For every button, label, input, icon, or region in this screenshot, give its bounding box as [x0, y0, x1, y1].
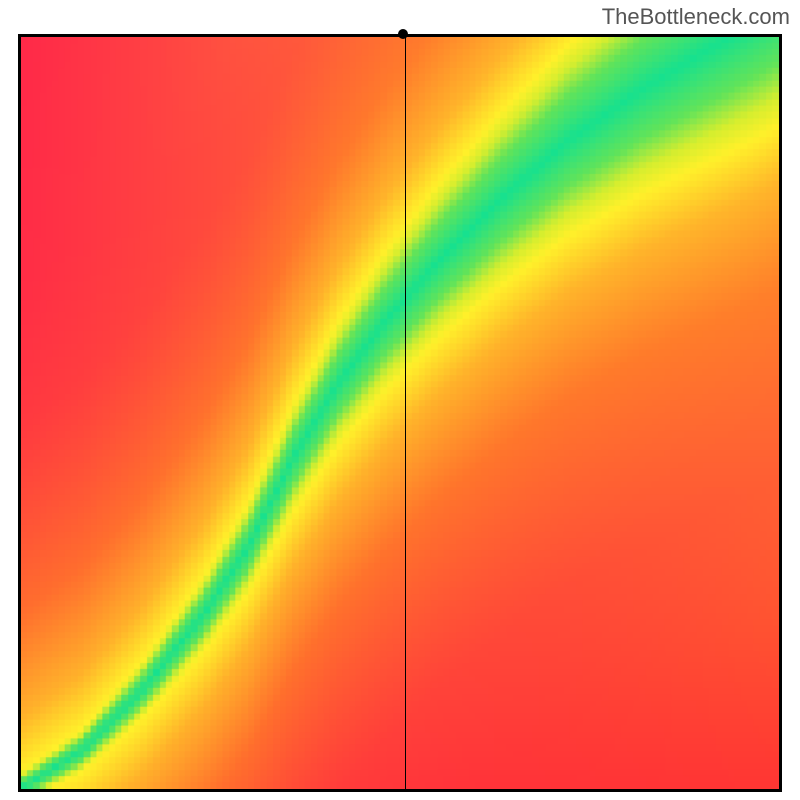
vertical-reference-line: [405, 37, 406, 789]
watermark-text: TheBottleneck.com: [602, 4, 790, 30]
heatmap-canvas: [21, 37, 779, 789]
heatmap-chart: [18, 34, 782, 792]
top-axis-marker: [398, 29, 408, 39]
